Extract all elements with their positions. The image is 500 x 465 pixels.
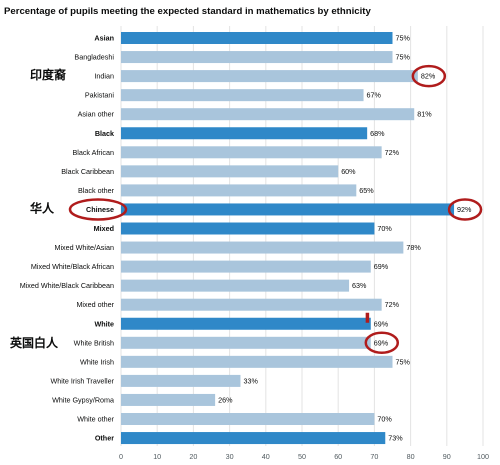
category-label-other: Other xyxy=(95,434,114,443)
x-tick-label-70: 70 xyxy=(370,452,378,461)
bar-bangladeshi xyxy=(121,51,393,64)
value-label-mixed-white-black-african: 69% xyxy=(374,262,389,271)
category-label-white-gypsy-roma: White Gypsy/Roma xyxy=(52,395,114,404)
value-label-mixed-white-asian: 78% xyxy=(406,243,421,252)
value-label-black: 68% xyxy=(370,129,385,138)
x-tick-label-100: 100 xyxy=(477,452,489,461)
value-label-black-caribbean: 60% xyxy=(341,167,356,176)
bar-other xyxy=(121,432,386,445)
chart-title: Percentage of pupils meeting the expecte… xyxy=(4,6,371,17)
bar-white-gypsy-roma xyxy=(121,393,216,406)
x-tick-label-50: 50 xyxy=(298,452,306,461)
category-label-mixed-other: Mixed other xyxy=(76,300,114,309)
bar-mixed-white-black-caribbean xyxy=(121,279,350,292)
bar-white-other xyxy=(121,413,375,425)
category-label-asian-other: Asian other xyxy=(78,110,115,119)
category-label-white-british: White British xyxy=(74,338,114,347)
bar-black-other xyxy=(121,184,357,197)
bar-chinese xyxy=(121,203,455,216)
x-tick-label-30: 30 xyxy=(226,452,234,461)
value-label-mixed-other: 72% xyxy=(385,300,400,309)
category-label-mixed-white-black-african: Mixed White/Black African xyxy=(31,262,114,271)
bar-white-irish xyxy=(121,355,393,368)
category-label-asian: Asian xyxy=(94,34,114,43)
category-label-white-irish-traveller: White Irish Traveller xyxy=(50,376,114,385)
value-label-white: 69% xyxy=(374,319,389,328)
category-label-bangladeshi: Bangladeshi xyxy=(74,53,114,62)
annotation-indian: 印度裔 xyxy=(30,67,66,82)
x-tick-label-40: 40 xyxy=(262,452,270,461)
highlight-circle-chinese xyxy=(447,198,483,221)
x-tick-label-0: 0 xyxy=(119,452,123,461)
value-label-mixed-white-black-caribbean: 63% xyxy=(352,281,367,290)
value-label-white-irish: 75% xyxy=(396,357,411,366)
bar-indian xyxy=(121,70,418,83)
bar-white-british xyxy=(121,336,371,349)
value-label-asian: 75% xyxy=(396,34,411,43)
category-label-black-african: Black African xyxy=(72,148,114,157)
annotation-white-british: 英国白人 xyxy=(10,335,59,350)
value-label-white-british: 69% xyxy=(374,338,389,347)
bar-mixed-other xyxy=(121,298,382,311)
x-tick-label-90: 90 xyxy=(443,452,451,461)
value-label-other: 73% xyxy=(388,434,403,443)
x-tick-label-60: 60 xyxy=(334,452,342,461)
x-tick-label-20: 20 xyxy=(189,452,197,461)
bar-mixed xyxy=(121,222,375,235)
category-label-mixed: Mixed xyxy=(94,224,114,233)
x-tick-label-10: 10 xyxy=(153,452,161,461)
x-tick-label-80: 80 xyxy=(407,452,415,461)
highlight-circle-indian xyxy=(411,64,447,88)
bar-mixed-white-asian xyxy=(121,241,404,254)
value-label-asian-other: 81% xyxy=(417,110,432,119)
value-label-chinese: 92% xyxy=(457,205,472,214)
bar-white xyxy=(121,317,371,330)
highlight-circle-white-british xyxy=(364,331,400,355)
bar-black-african xyxy=(121,146,382,159)
value-label-white-other: 70% xyxy=(377,415,392,424)
category-label-black-other: Black other xyxy=(78,186,115,195)
highlight-circle-chinese-label xyxy=(68,198,128,221)
category-label-pakistani: Pakistani xyxy=(85,91,115,100)
bar-white-irish-traveller xyxy=(121,374,241,387)
bar-black xyxy=(121,127,368,140)
bar-asian-other xyxy=(121,108,415,121)
category-label-indian: Indian xyxy=(94,72,114,81)
value-label-indian: 82% xyxy=(421,72,436,81)
category-label-white-other: White other xyxy=(77,415,114,424)
bar-black-caribbean xyxy=(121,165,339,178)
value-label-bangladeshi: 75% xyxy=(396,53,411,62)
bar-mixed-white-black-african xyxy=(121,260,371,273)
value-label-black-other: 65% xyxy=(359,186,374,195)
value-label-black-african: 72% xyxy=(385,148,400,157)
bar-pakistani xyxy=(121,89,364,102)
marker-white xyxy=(365,312,370,323)
annotation-chinese: 华人 xyxy=(30,200,55,215)
value-label-pakistani: 67% xyxy=(367,91,382,100)
value-label-white-irish-traveller: 33% xyxy=(243,376,258,385)
category-label-black-caribbean: Black Caribbean xyxy=(61,167,114,176)
value-label-white-gypsy-roma: 26% xyxy=(218,395,233,404)
value-label-mixed: 70% xyxy=(377,224,392,233)
category-label-chinese: Chinese xyxy=(86,205,114,214)
category-label-mixed-white-asian: Mixed White/Asian xyxy=(54,243,114,252)
category-label-white-irish: White Irish xyxy=(80,357,114,366)
category-label-white: White xyxy=(94,319,114,328)
category-label-mixed-white-black-caribbean: Mixed White/Black Caribbean xyxy=(20,281,114,290)
category-label-black: Black xyxy=(95,129,114,138)
bar-asian xyxy=(121,32,393,44)
